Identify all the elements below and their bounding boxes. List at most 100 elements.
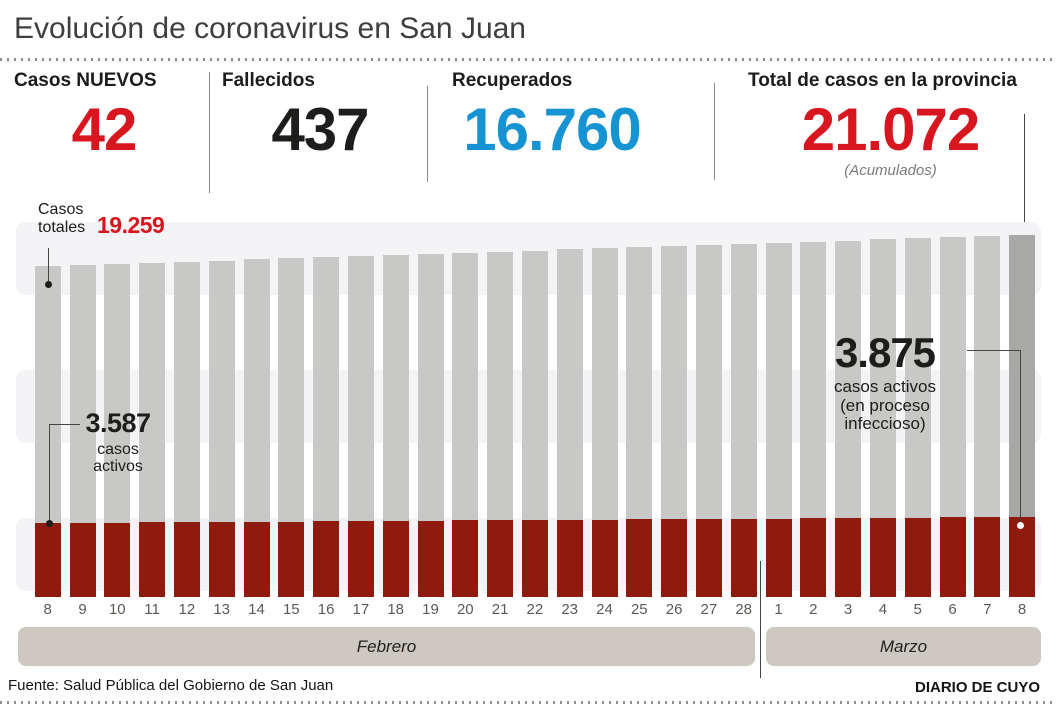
- bar-active: [417, 521, 444, 597]
- bar-active: [278, 522, 305, 597]
- annotation-value: 3.587: [85, 408, 151, 438]
- x-tick: 27: [700, 601, 718, 618]
- callout-dot-active-end: [1017, 522, 1024, 529]
- bar-active: [730, 519, 757, 597]
- annotation-casos-totales-value: 19.259: [97, 212, 165, 238]
- stat-divider: [209, 72, 210, 193]
- callout-dot-totales: [45, 281, 52, 288]
- stat-value: 21.072: [801, 96, 981, 163]
- x-tick: 10: [108, 601, 126, 618]
- x-tick: 23: [561, 601, 579, 618]
- month-label: Febrero: [356, 636, 417, 656]
- x-tick: 22: [526, 601, 544, 618]
- stat-divider: [714, 83, 715, 180]
- callout-line-active-end-h: [967, 350, 1021, 351]
- bar-active: [243, 522, 270, 597]
- x-tick: 1: [774, 601, 783, 618]
- callout-dot-active-start: [46, 520, 53, 527]
- x-tick: 13: [213, 601, 231, 618]
- bar-active: [34, 523, 61, 597]
- x-tick: 28: [735, 601, 753, 618]
- x-tick: 25: [630, 601, 648, 618]
- x-tick: 5: [913, 601, 922, 618]
- annotation-active-start: 3.587 casos activos: [57, 408, 179, 476]
- callout-line-active-start-v: [49, 424, 50, 523]
- annotation-active-end: 3.875 casos activos (en proceso infeccio…: [799, 332, 971, 434]
- x-tick: 20: [456, 601, 474, 618]
- x-tick: 14: [248, 601, 265, 618]
- stat-label: Casos NUEVOS: [14, 70, 157, 91]
- callout-line-active-start-h: [49, 424, 80, 425]
- x-tick: 8: [43, 601, 52, 618]
- bar-active: [661, 519, 688, 597]
- x-tick: 7: [983, 601, 992, 618]
- bar-active: [1009, 517, 1036, 597]
- stat-value: 437: [271, 96, 369, 163]
- x-tick: 19: [422, 601, 439, 618]
- stat-label: Total de casos en la provincia: [748, 70, 1017, 91]
- month-label: Marzo: [879, 636, 928, 656]
- bar-active: [626, 519, 653, 597]
- bar-active: [521, 520, 548, 597]
- stat-casos-nuevos: Casos NUEVOS 42: [14, 70, 194, 160]
- x-tick: 11: [144, 601, 160, 618]
- bar-active: [313, 521, 340, 597]
- bar-active: [208, 522, 235, 597]
- stat-sublabel: (Acumulados): [844, 162, 937, 179]
- stat-fallecidos: Fallecidos 437: [222, 70, 418, 160]
- stat-divider: [427, 86, 428, 182]
- bar-active: [556, 520, 583, 597]
- stat-recuperados: Recuperados 16.760: [452, 70, 652, 160]
- stat-value: 42: [71, 96, 138, 163]
- annotation-caption: casos activos (en proceso infeccioso): [833, 377, 937, 434]
- x-tick: 8: [1017, 601, 1027, 618]
- stat-total-provincia: Total de casos en la provincia 21.072 (A…: [748, 70, 1033, 179]
- bottom-dotted-divider: [0, 701, 1057, 704]
- stat-label: Recuperados: [452, 70, 573, 91]
- x-tick: 3: [843, 601, 853, 618]
- x-tick: 15: [282, 601, 300, 618]
- stat-value: 16.760: [463, 96, 642, 163]
- x-tick: 24: [596, 601, 613, 618]
- bar-active: [904, 518, 931, 597]
- bar-active: [69, 523, 96, 597]
- bar-active: [139, 522, 166, 597]
- bar-active: [800, 518, 827, 597]
- x-tick: 4: [878, 601, 888, 618]
- bar-active: [765, 519, 792, 597]
- x-tick: 2: [809, 601, 818, 618]
- annotation-caption: casos activos: [93, 441, 143, 475]
- stat-label: Fallecidos: [222, 70, 315, 91]
- x-tick: 6: [948, 601, 957, 618]
- x-tick: 18: [387, 601, 405, 618]
- month-band-marzo: Marzo: [766, 627, 1041, 666]
- bar-active: [347, 521, 374, 597]
- x-tick: 21: [491, 601, 509, 618]
- bar-active: [835, 518, 862, 597]
- month-band-febrero: Febrero: [18, 627, 755, 666]
- source-credit: Fuente: Salud Pública del Gobierno de Sa…: [8, 677, 334, 694]
- callout-line-totales: [48, 248, 49, 284]
- bar-active: [869, 518, 896, 597]
- bar-active: [452, 520, 479, 597]
- bar-active: [591, 520, 618, 597]
- annotation-value: 3.875: [834, 329, 936, 376]
- x-tick: 26: [665, 601, 683, 618]
- page-title: Evolución de coronavirus en San Juan: [14, 12, 526, 45]
- callout-line-active-end-v: [1020, 350, 1021, 525]
- x-tick: 16: [317, 601, 335, 618]
- month-divider-line: [760, 561, 761, 678]
- bar-active: [939, 517, 966, 597]
- bar-active: [487, 520, 514, 597]
- bar-active: [695, 519, 722, 597]
- bar-active: [104, 523, 131, 597]
- top-dotted-divider: [0, 58, 1057, 61]
- x-tick: 9: [78, 601, 87, 618]
- bar-active: [382, 521, 409, 597]
- callout-line-total: [1024, 114, 1025, 237]
- publisher-credit: DIARIO DE CUYO: [914, 679, 1040, 696]
- x-tick: 12: [178, 601, 196, 618]
- annotation-casos-totales-label: Casos totales: [38, 201, 86, 236]
- bar-active: [974, 517, 1001, 597]
